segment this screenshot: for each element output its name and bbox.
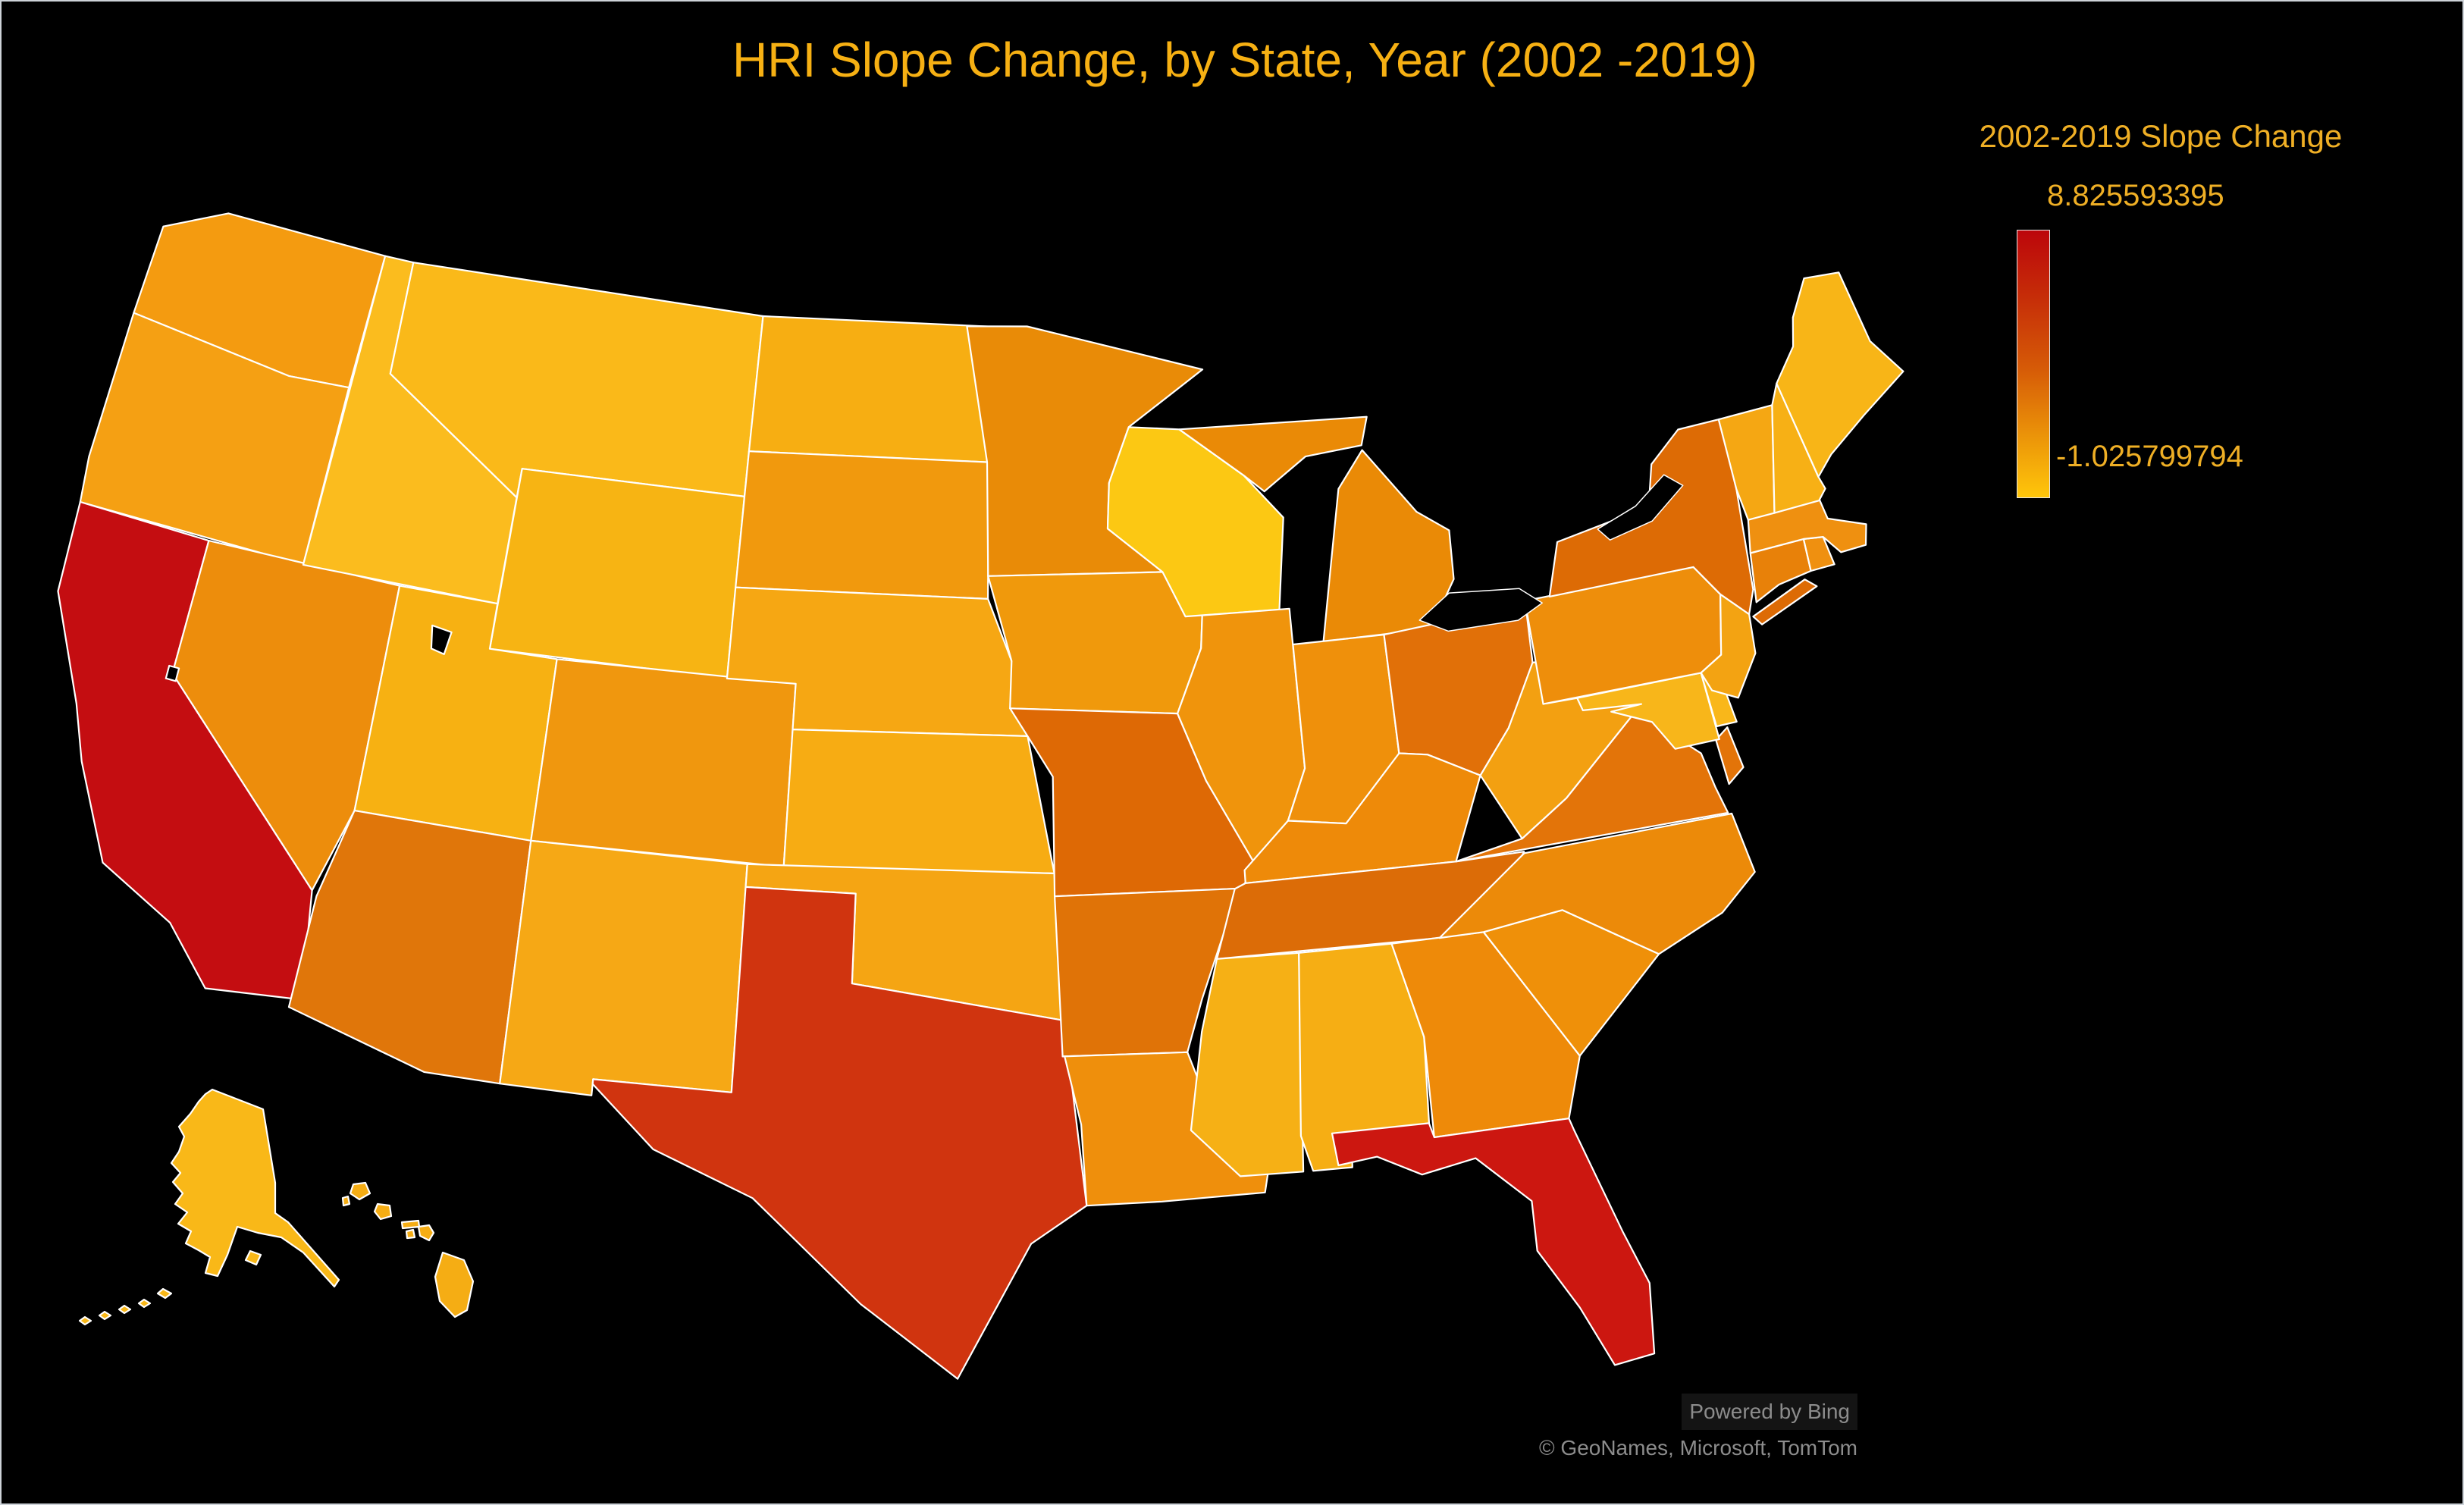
state-nd[interactable]	[748, 315, 989, 463]
state-vt[interactable]	[1717, 404, 1776, 521]
state-co[interactable]	[530, 658, 797, 868]
state-ms[interactable]	[1190, 952, 1305, 1177]
legend-colorbar	[2017, 230, 2050, 498]
state-sd[interactable]	[735, 450, 990, 600]
state-ak[interactable]	[98, 1310, 112, 1321]
state-ak[interactable]	[244, 1249, 262, 1266]
state-hi[interactable]	[373, 1202, 393, 1221]
state-hi[interactable]	[349, 1181, 371, 1201]
state-hi[interactable]	[417, 1224, 435, 1242]
attribution-copyright: © GeoNames, Microsoft, TomTom	[1539, 1436, 1857, 1460]
lake-shape	[1419, 588, 1543, 632]
page-title: HRI Slope Change, by State, Year (2002 -…	[732, 33, 1757, 87]
legend-max-value: 8.825593395	[2047, 179, 2224, 212]
lake-shape	[430, 624, 453, 656]
state-hi[interactable]	[400, 1219, 421, 1230]
legend-title: 2002-2019 Slope Change	[1979, 118, 2343, 154]
legend-min-value: -1.025799794	[2056, 440, 2243, 473]
attribution-powered-by: Powered by Bing	[1682, 1394, 1857, 1430]
map-attribution: Powered by Bing © GeoNames, Microsoft, T…	[1486, 1394, 1857, 1465]
state-ak[interactable]	[170, 1088, 340, 1288]
state-ak[interactable]	[118, 1304, 132, 1315]
state-ks[interactable]	[782, 728, 1055, 875]
state-ak[interactable]	[137, 1298, 152, 1309]
state-nc[interactable]	[1438, 812, 1756, 955]
state-ak[interactable]	[156, 1287, 173, 1300]
state-me[interactable]	[1776, 271, 1904, 478]
state-ak[interactable]	[78, 1315, 92, 1326]
state-fl[interactable]	[1331, 1118, 1656, 1366]
state-mi[interactable]	[1178, 415, 1368, 493]
state-tx[interactable]	[591, 886, 1088, 1380]
state-va[interactable]	[1715, 726, 1745, 785]
state-wy[interactable]	[488, 468, 746, 680]
state-nm[interactable]	[499, 839, 748, 1096]
state-ia[interactable]	[987, 571, 1203, 715]
state-hi[interactable]	[434, 1251, 475, 1318]
state-ny[interactable]	[1752, 578, 1818, 626]
lake-shape	[1597, 474, 1684, 541]
state-hi[interactable]	[405, 1228, 416, 1240]
state-nj[interactable]	[1700, 593, 1757, 699]
state-hi[interactable]	[341, 1195, 351, 1207]
lake-shape	[165, 664, 180, 682]
